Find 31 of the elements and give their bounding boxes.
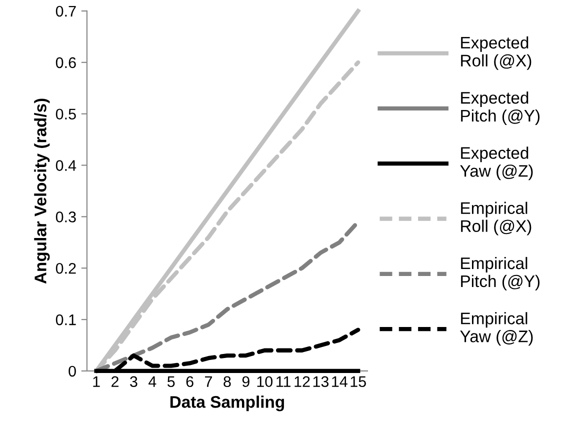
- x-tick-label: 3: [130, 376, 138, 388]
- x-tick-label: 1: [93, 376, 100, 387]
- legend-label: Expected Pitch (@Y): [461, 91, 540, 125]
- y-tick-label: 0.4: [56, 160, 76, 171]
- y-tick-label: 0.5: [56, 108, 76, 120]
- x-tick-label: 7: [205, 376, 212, 387]
- x-tick-label: 5: [167, 376, 175, 388]
- y-tick-label: 0.7: [56, 6, 76, 17]
- legend-label: Expected Roll (@X): [461, 36, 532, 70]
- y-tick-label: 0.1: [56, 314, 76, 326]
- y-axis-title: Angular Velocity (rad/s): [34, 98, 50, 284]
- y-tick-label: 0.3: [56, 212, 76, 222]
- x-tick-label: 13: [313, 376, 329, 388]
- legend-label: Empirical Roll (@X): [461, 202, 532, 236]
- x-tick-label: 11: [276, 376, 290, 387]
- x-tick-label: 12: [294, 376, 310, 387]
- legend-label: Empirical Yaw (@Z): [460, 312, 533, 346]
- y-tick-label: 0: [68, 366, 76, 377]
- x-tick-label: 8: [224, 376, 231, 388]
- y-tick-label: 0.2: [56, 262, 76, 274]
- x-tick-label: 2: [112, 376, 118, 387]
- x-tick-label: 9: [242, 376, 250, 388]
- x-tick-label: 14: [332, 376, 348, 387]
- x-axis-title: Data Sampling: [170, 396, 284, 412]
- legend-label: Empirical Pitch (@Y): [461, 256, 540, 290]
- x-tick-label: 10: [257, 376, 273, 388]
- x-tick-label: 15: [350, 376, 366, 388]
- y-tick-label: 0.6: [56, 57, 76, 68]
- x-tick-label: 4: [148, 376, 156, 387]
- legend-label: Expected Yaw (@Z): [460, 146, 533, 180]
- x-tick-label: 6: [186, 376, 194, 388]
